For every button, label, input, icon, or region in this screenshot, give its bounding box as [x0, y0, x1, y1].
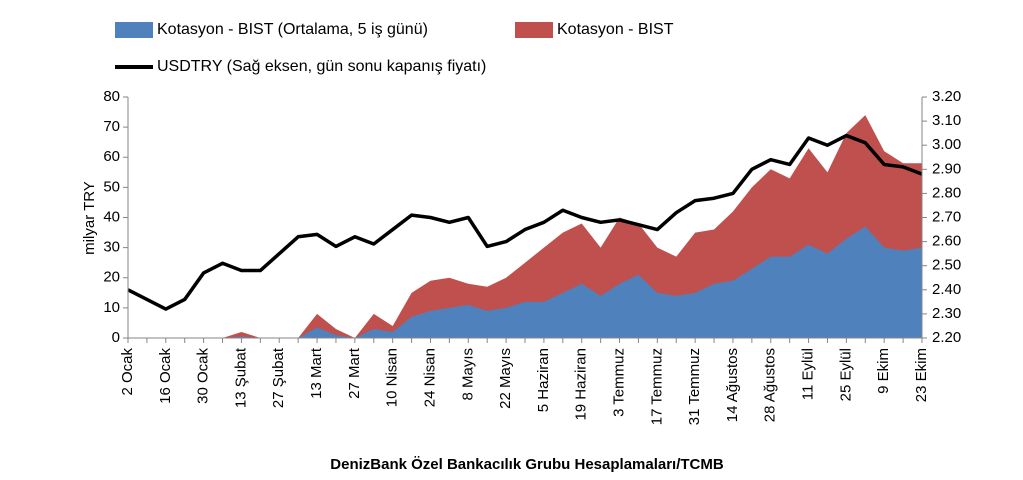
- x-tick-label: 19 Haziran: [573, 348, 590, 421]
- y-tick-label: 10: [103, 299, 120, 316]
- y2-tick-label: 3.10: [932, 112, 961, 129]
- x-tick-label: 3 Temmuz: [610, 348, 627, 417]
- x-tick-label: 8 Mayıs: [459, 348, 476, 401]
- y2-tick-label: 2.70: [932, 208, 961, 225]
- y-tick-label: 0: [112, 329, 120, 346]
- y-axis-label: milyar TRY: [81, 181, 98, 255]
- x-tick-label: 27 Şubat: [270, 347, 287, 408]
- x-tick-label: 28 Ağustos: [762, 348, 779, 422]
- y-tick-label: 40: [103, 208, 120, 225]
- x-tick-label: 30 Ocak: [195, 348, 212, 404]
- x-tick-label: 9 Ekim: [875, 348, 892, 394]
- legend-label: USDTRY (Sağ eksen, gün sonu kapanış fiya…: [157, 58, 486, 75]
- legend-swatch: [515, 22, 553, 38]
- x-tick-label: 11 Eylül: [800, 348, 817, 400]
- x-tick-label: 31 Temmuz: [686, 348, 703, 425]
- y2-tick-label: 2.40: [932, 281, 961, 298]
- y2-tick-label: 2.60: [932, 233, 961, 250]
- y-tick-label: 50: [103, 178, 120, 195]
- x-tick-label: 25 Eylül: [837, 348, 854, 401]
- area: [128, 115, 922, 338]
- legend-label: Kotasyon - BIST (Ortalama, 5 iş günü): [157, 21, 428, 38]
- x-tick-label: 10 Nisan: [384, 348, 401, 407]
- line: [127, 133, 923, 311]
- x-tick-label: 17 Temmuz: [648, 348, 665, 425]
- x-tick-label: 23 Ekim: [913, 348, 930, 402]
- y2-tick-label: 2.20: [932, 329, 961, 346]
- y-tick-label: 60: [103, 148, 120, 165]
- y2-tick-label: 2.50: [932, 257, 961, 274]
- footer: DenizBank Özel Bankacılık Grubu Hesaplam…: [330, 456, 724, 473]
- y2-tick-label: 3.00: [932, 136, 961, 153]
- x-tick-label: 13 Mart: [308, 347, 325, 399]
- x-tick-label: 22 Mayıs: [497, 348, 514, 409]
- x-tick-label: 16 Ocak: [157, 348, 174, 404]
- legend-swatch: [115, 22, 153, 38]
- y-tick-label: 30: [103, 239, 120, 256]
- y-tick-label: 20: [103, 269, 120, 286]
- x-tick-label: 2 Ocak: [119, 348, 136, 396]
- x-tick-label: 27 Mart: [346, 347, 363, 399]
- y2-tick-label: 2.90: [932, 160, 961, 177]
- x-tick-label: 24 Nisan: [421, 348, 438, 407]
- y-tick-label: 70: [103, 118, 120, 135]
- y-tick-label: 80: [103, 88, 120, 105]
- area: [128, 226, 922, 338]
- y2-tick-label: 2.30: [932, 305, 961, 322]
- y2-tick-label: 3.20: [932, 88, 961, 105]
- y2-tick-label: 2.80: [932, 184, 961, 201]
- x-tick-label: 14 Ağustos: [724, 348, 741, 422]
- legend-label: Kotasyon - BIST: [557, 21, 674, 38]
- x-tick-label: 13 Şubat: [232, 347, 249, 408]
- x-tick-label: 5 Haziran: [535, 348, 552, 412]
